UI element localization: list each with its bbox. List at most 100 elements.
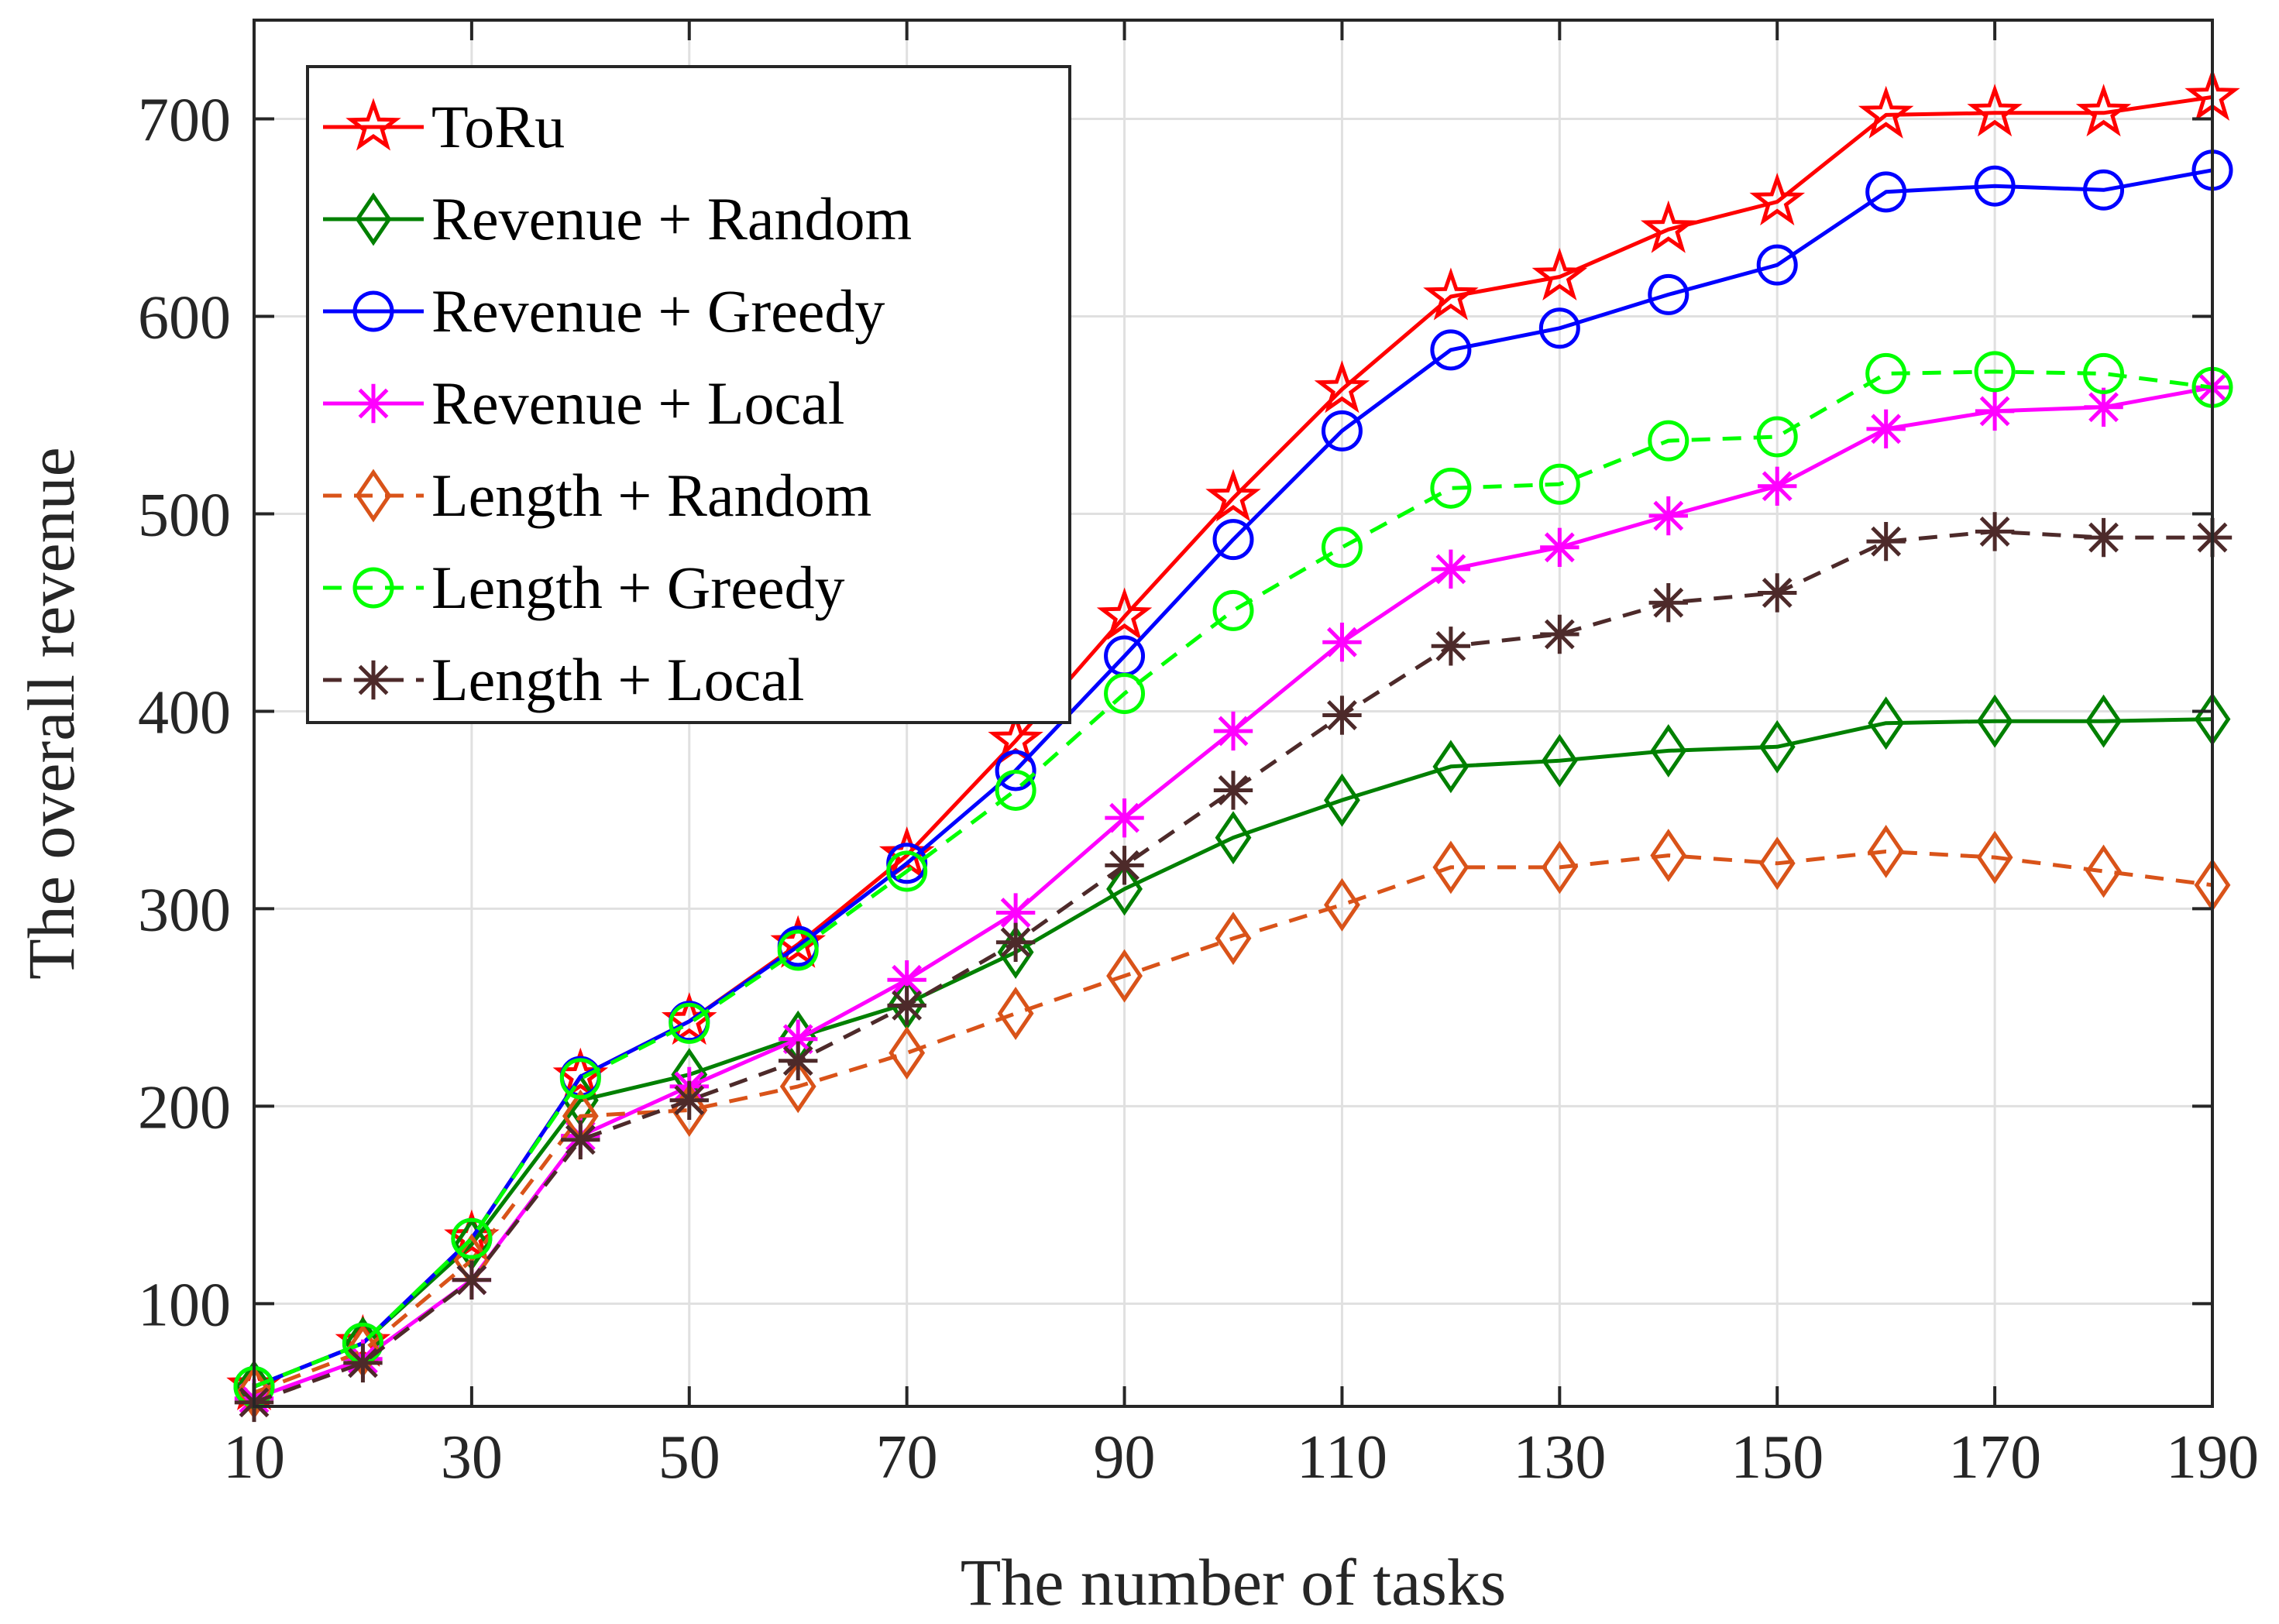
asterisk-stroke xyxy=(1000,927,1031,958)
series-layer xyxy=(226,67,2240,1423)
data-point-length-random xyxy=(1324,877,1360,932)
series-line-revenue-greedy xyxy=(253,168,2213,1389)
x-tick-label: 150 xyxy=(1731,1423,1824,1492)
asterisk-stroke xyxy=(782,1045,813,1076)
asterisk-stroke xyxy=(1218,775,1249,805)
data-point-length-greedy xyxy=(1648,420,1689,462)
data-point-revenue-greedy xyxy=(1430,329,1472,371)
data-point-revenue-random xyxy=(1976,694,2013,748)
data-point-length-random xyxy=(889,1026,926,1080)
legend-label-length-local: Length + Local xyxy=(431,646,804,713)
data-point-length-random xyxy=(1650,829,1687,883)
legend-label-revenue-greedy: Revenue + Greedy xyxy=(431,277,885,345)
data-point-revenue-local xyxy=(1105,798,1144,838)
data-point-length-local xyxy=(1648,583,1688,623)
data-point-length-local xyxy=(1758,573,1797,613)
data-point-length-local xyxy=(1975,512,2015,551)
asterisk-stroke xyxy=(674,1085,705,1116)
data-point-length-greedy xyxy=(1974,351,2016,393)
data-point-length-greedy xyxy=(2083,352,2125,394)
series-length-random xyxy=(235,825,2231,1420)
legend-item-toru: ToRu xyxy=(323,93,565,160)
data-point-revenue-greedy xyxy=(2083,169,2125,211)
data-point-revenue-greedy xyxy=(1974,165,2016,207)
data-point-length-local xyxy=(343,1343,383,1383)
asterisk-stroke xyxy=(1218,716,1249,747)
y-tick-label: 600 xyxy=(138,283,231,352)
asterisk-stroke xyxy=(1435,630,1466,661)
data-point-length-random xyxy=(1976,830,2013,884)
x-tick-label: 10 xyxy=(223,1423,285,1492)
series-line-revenue-random xyxy=(253,717,2213,1389)
legend-label-length-random: Length + Random xyxy=(431,462,871,529)
asterisk-stroke xyxy=(1979,396,2010,427)
data-point-revenue-local xyxy=(1322,623,1362,662)
data-point-length-random xyxy=(997,987,1034,1041)
data-point-revenue-local xyxy=(1758,466,1797,506)
data-point-length-random xyxy=(779,1059,816,1114)
y-tick-label: 100 xyxy=(138,1271,231,1339)
data-point-revenue-local xyxy=(779,1019,818,1059)
data-point-toru xyxy=(1205,469,1261,522)
data-point-length-greedy xyxy=(1104,673,1146,715)
data-point-revenue-greedy xyxy=(995,750,1036,791)
data-point-revenue-local xyxy=(1866,409,1906,449)
asterisk-stroke xyxy=(1653,500,1684,531)
data-point-length-random xyxy=(1106,949,1143,1003)
legend-item-revenue-greedy: Revenue + Greedy xyxy=(323,277,885,345)
data-point-toru xyxy=(1423,267,1479,321)
data-point-length-local xyxy=(2084,517,2123,558)
x-tick-label: 130 xyxy=(1513,1423,1606,1492)
y-tick-label: 300 xyxy=(138,876,231,944)
data-point-length-local xyxy=(995,922,1036,962)
asterisk-stroke xyxy=(456,1265,487,1296)
data-point-revenue-greedy xyxy=(1865,171,1907,213)
series-length-local xyxy=(234,512,2233,1423)
data-point-revenue-local xyxy=(1975,391,2015,431)
legend-marker-length-local xyxy=(353,660,394,700)
x-tick-label: 110 xyxy=(1297,1423,1387,1492)
data-point-revenue-random xyxy=(1106,862,1143,916)
asterisk-stroke xyxy=(1327,627,1357,657)
x-tick-label: 30 xyxy=(441,1423,503,1492)
data-point-length-greedy xyxy=(995,769,1036,811)
data-point-length-random xyxy=(1758,836,1796,891)
data-point-length-local xyxy=(1322,695,1362,735)
data-point-revenue-random xyxy=(1650,724,1687,778)
asterisk-stroke xyxy=(1544,619,1575,650)
legend: ToRu Revenue + Random Revenue + Greedy Reve… xyxy=(306,65,1071,724)
legend-marker-length-greedy xyxy=(352,567,394,609)
asterisk-stroke xyxy=(1762,471,1793,502)
data-point-length-greedy xyxy=(669,1002,710,1044)
data-point-revenue-random xyxy=(1541,733,1578,788)
asterisk-stroke xyxy=(565,1124,596,1155)
asterisk-stroke xyxy=(2088,392,2119,423)
legend-box xyxy=(306,65,1071,724)
data-point-length-greedy xyxy=(886,850,928,892)
legend-item-length-greedy: Length + Greedy xyxy=(323,554,844,621)
data-point-revenue-greedy xyxy=(1538,307,1580,349)
x-tick-label: 170 xyxy=(1948,1423,2041,1492)
data-point-revenue-greedy xyxy=(1648,273,1689,315)
legend-marker-revenue-random xyxy=(355,192,392,246)
asterisk-stroke xyxy=(1544,532,1575,563)
data-point-length-local xyxy=(1540,614,1579,654)
legend-marker-revenue-greedy xyxy=(352,290,394,332)
asterisk-stroke xyxy=(358,664,389,695)
data-point-length-greedy xyxy=(1538,463,1580,505)
data-point-length-random xyxy=(1868,825,1905,878)
legend-item-length-local: Length + Local xyxy=(323,646,804,713)
data-point-length-random xyxy=(1432,840,1469,894)
asterisk-stroke xyxy=(358,388,389,419)
legend-marker-revenue-local xyxy=(353,383,394,424)
asterisk-stroke xyxy=(1762,578,1793,608)
asterisk-stroke xyxy=(1653,587,1684,618)
data-point-toru xyxy=(1967,84,2023,137)
data-point-revenue-random xyxy=(2085,694,2122,748)
data-point-length-local xyxy=(1431,627,1471,666)
asterisk-stroke xyxy=(1435,554,1466,585)
legend-label-revenue-local: Revenue + Local xyxy=(431,369,844,437)
data-point-toru xyxy=(1749,172,1806,226)
data-point-toru xyxy=(1858,85,1914,139)
data-point-revenue-greedy xyxy=(1321,410,1363,451)
